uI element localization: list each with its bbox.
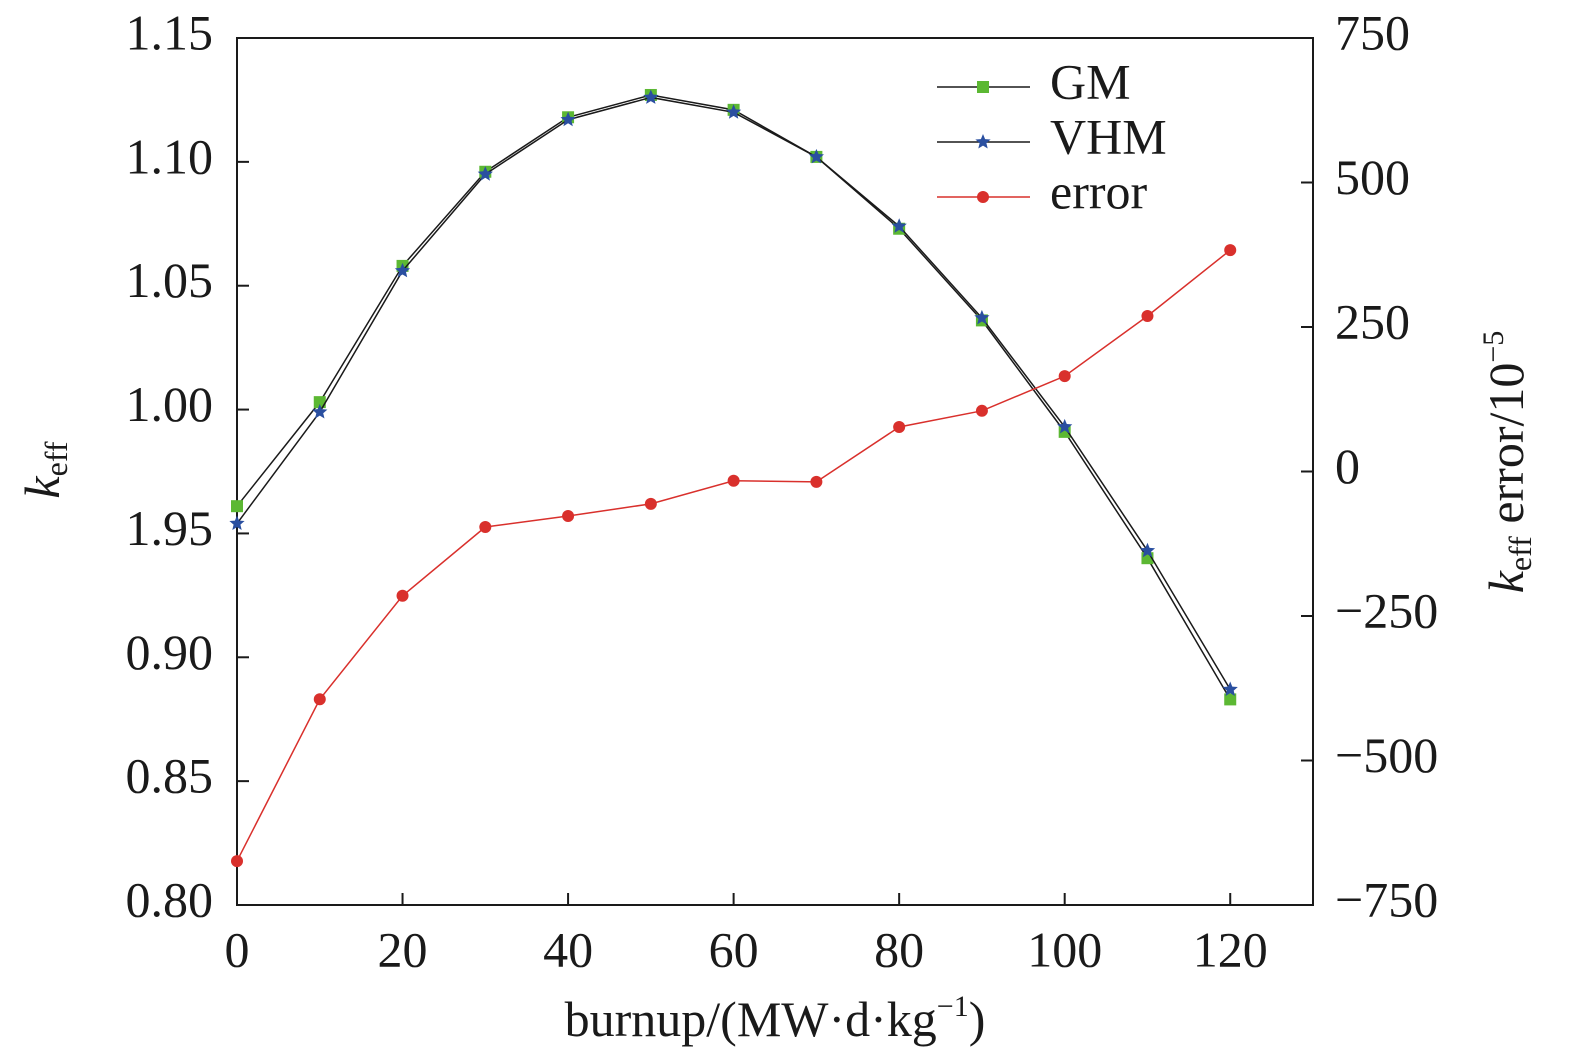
plot-frame — [236, 37, 1314, 906]
x-tick-label: 20 — [378, 921, 428, 977]
y2-axis-label: keff error/10−5 — [1477, 331, 1538, 594]
marker — [1057, 418, 1073, 434]
marker — [231, 500, 243, 513]
x-tick-label: 60 — [709, 921, 759, 977]
y2-tick-label: −500 — [1335, 727, 1438, 783]
marker — [1139, 542, 1156, 558]
marker — [1141, 310, 1154, 323]
marker — [231, 855, 243, 868]
series — [229, 89, 1238, 696]
y-tick-label: 0.85 — [126, 748, 214, 804]
marker — [394, 262, 411, 278]
y-tick-label: 0.80 — [126, 871, 214, 927]
marker — [479, 520, 492, 533]
marker — [726, 104, 742, 119]
marker — [974, 309, 990, 325]
legend-label: GM — [1050, 53, 1131, 109]
marker — [1224, 693, 1237, 706]
y2-tick-label: 0 — [1335, 438, 1360, 494]
marker — [313, 396, 326, 409]
marker — [975, 134, 991, 149]
marker — [975, 404, 988, 417]
marker — [891, 218, 907, 233]
x-tick-label: 0 — [225, 921, 250, 977]
marker — [477, 166, 493, 181]
x-tick-label: 120 — [1193, 921, 1268, 977]
y2-tick-label: 750 — [1335, 4, 1410, 60]
y-tick-label: 1.95 — [126, 500, 214, 556]
y-tick-label: 1.15 — [126, 4, 214, 60]
y-axis-label: keff — [14, 441, 74, 498]
marker — [977, 191, 989, 203]
y2-tick-label: −250 — [1335, 582, 1438, 638]
marker — [893, 420, 906, 433]
series-line — [236, 249, 1231, 862]
marker — [977, 81, 989, 93]
y2-tick-label: 250 — [1335, 293, 1410, 349]
marker — [229, 515, 245, 530]
legend-label: error — [1050, 163, 1147, 219]
series — [231, 244, 1237, 868]
marker — [560, 111, 576, 127]
x-tick-label: 40 — [543, 921, 593, 977]
marker — [313, 693, 326, 706]
x-tick-label: 80 — [874, 921, 924, 977]
y-tick-label: 1.00 — [126, 376, 214, 432]
marker — [727, 474, 740, 487]
y2-tick-label: 500 — [1335, 149, 1410, 205]
y-tick-label: 1.05 — [126, 252, 214, 308]
marker — [396, 589, 409, 602]
marker — [1058, 370, 1071, 383]
marker — [1222, 681, 1238, 696]
legend-label: VHM — [1050, 108, 1167, 164]
marker — [644, 497, 657, 510]
marker — [643, 89, 659, 104]
marker — [312, 404, 328, 419]
y-tick-label: 1.10 — [126, 128, 214, 184]
marker — [1224, 244, 1237, 257]
marker — [562, 510, 575, 523]
marker — [808, 148, 824, 164]
x-tick-label: 100 — [1027, 921, 1102, 977]
x-axis-label: burnup/(MW·d·kg−1) — [565, 990, 986, 1048]
marker — [810, 475, 823, 488]
y2-tick-label: −750 — [1335, 871, 1438, 927]
y-tick-label: 0.90 — [126, 624, 214, 680]
